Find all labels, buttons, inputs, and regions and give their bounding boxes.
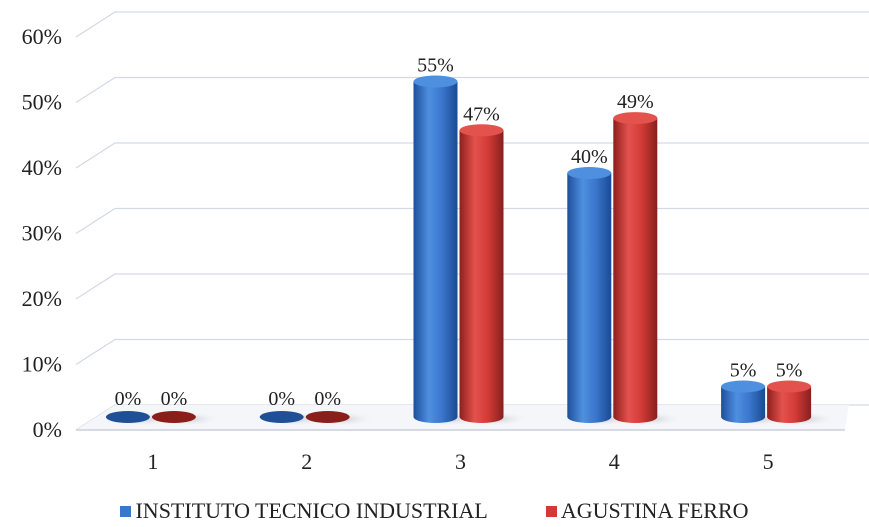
y-axis-tick-labels: 0% 10% 20% 30% 40% 50% 60%	[22, 24, 62, 442]
x-tick-label: 1	[147, 449, 158, 474]
data-label: 0%	[115, 388, 142, 410]
bar	[259, 411, 304, 423]
data-label: 5%	[730, 360, 757, 382]
bar	[767, 380, 812, 423]
x-tick-label: 2	[301, 449, 312, 474]
data-label: 47%	[463, 103, 500, 125]
bar	[413, 75, 458, 423]
y-tick-label: 0%	[33, 417, 62, 442]
legend-label: INSTITUTO TECNICO INDUSTRIAL	[135, 498, 488, 523]
data-label: 0%	[314, 388, 341, 410]
bar	[567, 167, 612, 423]
gridline	[75, 76, 869, 104]
bar	[721, 380, 766, 423]
gridline	[75, 11, 869, 38]
legend-label: AGUSTINA FERRO	[560, 498, 749, 523]
data-label: 55%	[417, 55, 454, 77]
y-tick-label: 20%	[22, 286, 62, 311]
y-tick-label: 60%	[22, 24, 62, 49]
y-tick-label: 50%	[22, 90, 62, 115]
legend-item-series-1: INSTITUTO TECNICO INDUSTRIAL	[120, 498, 488, 524]
y-tick-label: 40%	[22, 155, 62, 180]
x-tick-label: 3	[455, 449, 466, 474]
bar	[459, 124, 504, 424]
data-label: 49%	[617, 91, 654, 113]
data-label: 40%	[571, 146, 608, 168]
legend-item-series-2: AGUSTINA FERRO	[545, 498, 749, 524]
legend-swatch	[545, 505, 557, 517]
y-tick-label: 10%	[22, 352, 62, 377]
bar	[613, 112, 658, 423]
legend: INSTITUTO TECNICO INDUSTRIAL AGUSTINA FE…	[0, 498, 869, 524]
bar	[151, 411, 196, 423]
x-tick-label: 5	[763, 449, 774, 474]
data-label: 0%	[161, 388, 188, 410]
y-tick-label: 30%	[22, 221, 62, 246]
bar	[305, 411, 350, 423]
gridlines	[75, 11, 869, 431]
data-labels: 0% 0% 0% 0% 55% 47% 40% 49% 5% 5%	[115, 55, 803, 411]
data-label: 5%	[776, 360, 803, 382]
data-label: 0%	[268, 388, 295, 410]
bars	[105, 75, 840, 427]
legend-swatch	[120, 505, 132, 517]
bar	[105, 411, 150, 423]
x-axis-tick-labels: 1 2 3 4 5	[147, 449, 773, 474]
x-tick-label: 4	[609, 449, 620, 474]
